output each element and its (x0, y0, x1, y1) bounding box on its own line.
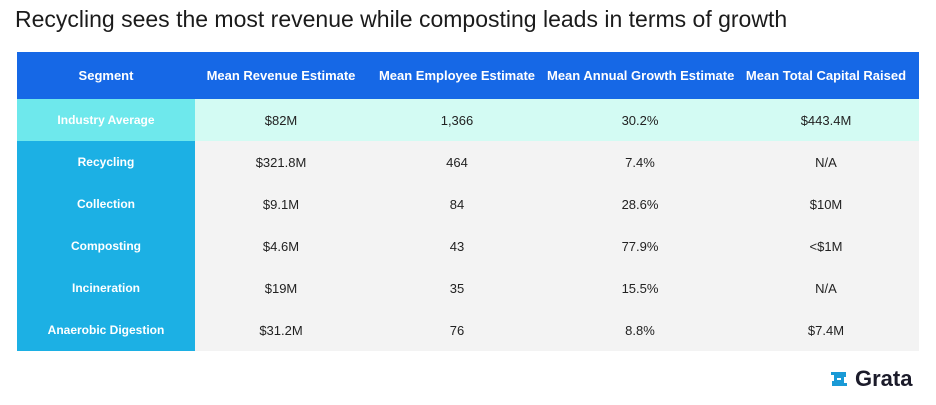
table-row-composting: Composting $4.6M 43 77.9% <$1M (17, 225, 919, 267)
revenue-cell: $321.8M (195, 141, 367, 183)
capital-cell: N/A (733, 267, 919, 309)
table-row-industry-average: Industry Average $82M 1,366 30.2% $443.4… (17, 99, 919, 141)
employees-cell: 464 (367, 141, 547, 183)
employees-cell: 35 (367, 267, 547, 309)
table-row-collection: Collection $9.1M 84 28.6% $10M (17, 183, 919, 225)
segment-cell: Recycling (17, 141, 195, 183)
table-row-incineration: Incineration $19M 35 15.5% N/A (17, 267, 919, 309)
chart-title: Recycling sees the most revenue while co… (15, 6, 788, 32)
growth-cell: 8.8% (547, 309, 733, 351)
grata-logo-text: Grata (855, 366, 913, 391)
growth-cell: 77.9% (547, 225, 733, 267)
data-table: Segment Mean Revenue Estimate Mean Emplo… (17, 52, 919, 351)
column-header-revenue: Mean Revenue Estimate (195, 52, 367, 99)
employees-cell: 84 (367, 183, 547, 225)
employees-cell: 43 (367, 225, 547, 267)
capital-cell: $443.4M (733, 99, 919, 141)
segment-cell: Collection (17, 183, 195, 225)
capital-cell: $10M (733, 183, 919, 225)
segment-cell: Incineration (17, 267, 195, 309)
revenue-cell: $9.1M (195, 183, 367, 225)
segment-cell: Composting (17, 225, 195, 267)
segment-cell: Anaerobic Digestion (17, 309, 195, 351)
capital-cell: <$1M (733, 225, 919, 267)
table-row-anaerobic-digestion: Anaerobic Digestion $31.2M 76 8.8% $7.4M (17, 309, 919, 351)
revenue-cell: $31.2M (195, 309, 367, 351)
growth-cell: 30.2% (547, 99, 733, 141)
capital-cell: N/A (733, 141, 919, 183)
column-header-employees: Mean Employee Estimate (367, 52, 547, 99)
segment-cell: Industry Average (17, 99, 195, 141)
grata-logo-icon (831, 372, 847, 386)
growth-cell: 7.4% (547, 141, 733, 183)
growth-cell: 15.5% (547, 267, 733, 309)
column-header-segment: Segment (17, 52, 195, 99)
column-header-capital: Mean Total Capital Raised (733, 52, 919, 99)
growth-cell: 28.6% (547, 183, 733, 225)
employees-cell: 76 (367, 309, 547, 351)
capital-cell: $7.4M (733, 309, 919, 351)
revenue-cell: $4.6M (195, 225, 367, 267)
revenue-cell: $82M (195, 99, 367, 141)
employees-cell: 1,366 (367, 99, 547, 141)
column-header-growth: Mean Annual Growth Estimate (547, 52, 734, 99)
table-row-recycling: Recycling $321.8M 464 7.4% N/A (17, 141, 919, 183)
grata-logo: Grata (829, 366, 912, 392)
header-row: Segment Mean Revenue Estimate Mean Emplo… (17, 52, 919, 99)
revenue-cell: $19M (195, 267, 367, 309)
